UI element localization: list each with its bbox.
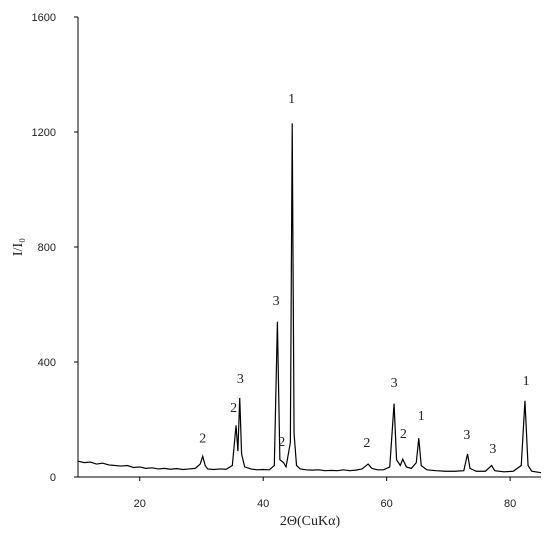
x-axis-label: 2Θ(CuKα) bbox=[280, 514, 341, 529]
peak-label: 2 bbox=[278, 435, 285, 450]
peak-label: 3 bbox=[463, 428, 470, 443]
x-tick-label: 40 bbox=[257, 498, 269, 510]
peak-label: 1 bbox=[523, 374, 530, 389]
y-tick-label: 400 bbox=[38, 357, 56, 369]
y-tick-label: 1200 bbox=[32, 127, 56, 139]
peak-label: 3 bbox=[489, 442, 496, 457]
y-tick-label: 1600 bbox=[32, 12, 56, 24]
peak-label: 2 bbox=[230, 401, 237, 416]
data-line bbox=[77, 123, 542, 474]
peak-label: 1 bbox=[288, 92, 295, 107]
y-tick-label: 0 bbox=[50, 472, 56, 484]
peak-label: 2 bbox=[363, 436, 370, 451]
peak-label: 1 bbox=[418, 409, 425, 424]
x-tick-label: 20 bbox=[134, 498, 146, 510]
peak-label: 2 bbox=[400, 427, 407, 442]
peak-label: 3 bbox=[237, 372, 244, 387]
x-tick-label: 60 bbox=[381, 498, 393, 510]
y-axis-label: I/I₀ bbox=[11, 238, 26, 256]
peak-label: 2 bbox=[199, 432, 206, 447]
x-tick-label: 80 bbox=[504, 498, 516, 510]
y-tick-label: 800 bbox=[38, 242, 56, 254]
peak-label: 3 bbox=[273, 294, 280, 309]
peak-label: 3 bbox=[391, 376, 398, 391]
